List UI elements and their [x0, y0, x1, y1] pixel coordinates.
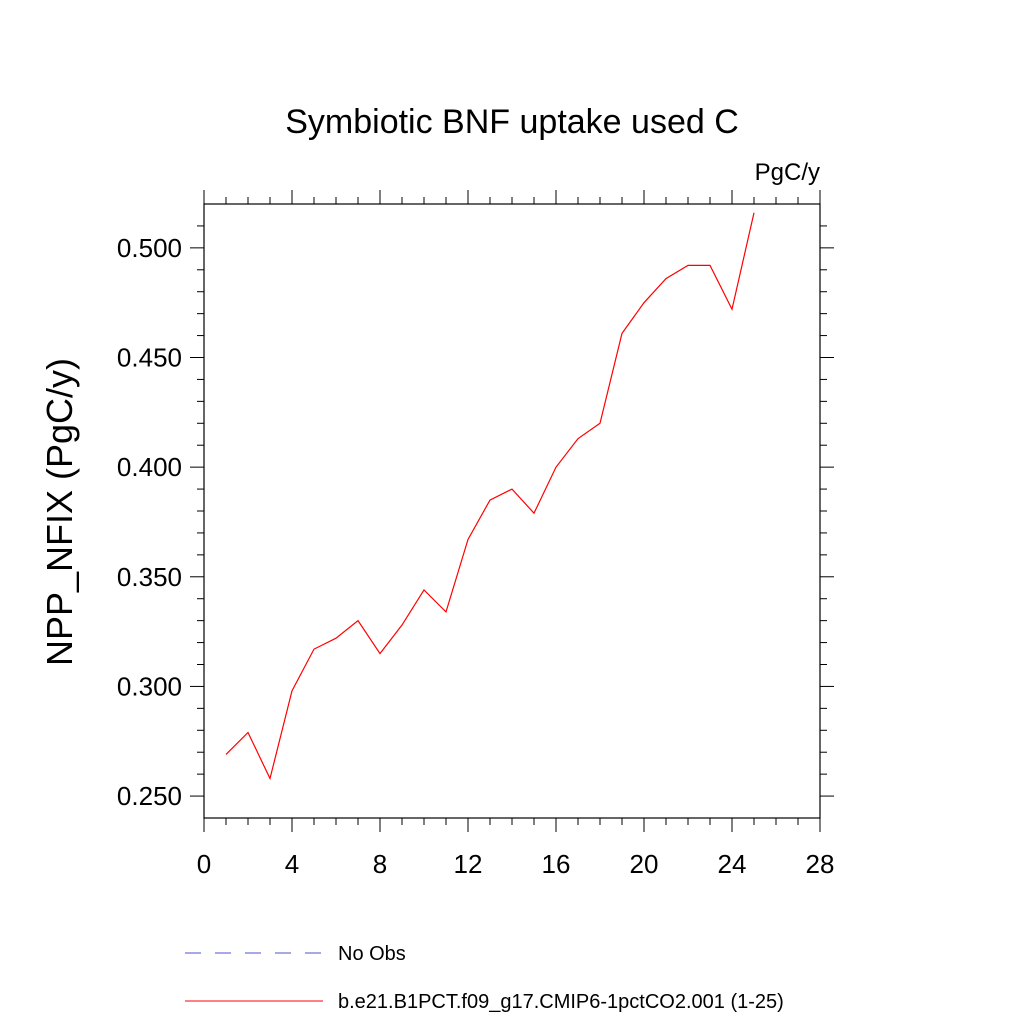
data-point — [378, 652, 382, 656]
units-label: PgC/y — [755, 159, 820, 186]
data-point — [290, 689, 294, 693]
x-tick-label: 4 — [285, 849, 299, 879]
x-tick-label: 0 — [197, 849, 211, 879]
data-point — [466, 538, 470, 542]
legend: No Obs b.e21.B1PCT.f09_g17.CMIP6-1pctCO2… — [185, 943, 784, 1013]
data-point — [268, 777, 272, 781]
data-point — [422, 588, 426, 592]
plot-frame — [203, 203, 821, 819]
x-tick-label: 12 — [454, 849, 483, 879]
data-point — [730, 307, 734, 311]
x-tick-label: 24 — [718, 849, 747, 879]
data-point — [334, 636, 338, 640]
y-tick-label: 0.450 — [117, 343, 182, 373]
data-point — [444, 610, 448, 614]
data-point — [686, 263, 690, 267]
data-point — [312, 647, 316, 651]
chart-title: Symbiotic BNF uptake used C — [285, 103, 739, 141]
x-tick-label: 28 — [806, 849, 835, 879]
y-tick-label: 0.250 — [117, 781, 182, 811]
x-tick-label: 20 — [630, 849, 659, 879]
y-axis-label: NPP_NFIX (PgC/y) — [39, 358, 80, 666]
series-line — [225, 212, 755, 781]
data-point — [488, 498, 492, 502]
y-tick-label: 0.500 — [117, 233, 182, 263]
axis-ticks — [190, 190, 834, 832]
x-tick-label: 16 — [542, 849, 571, 879]
series-layer — [224, 211, 756, 781]
data-point — [554, 465, 558, 469]
data-point — [708, 263, 712, 267]
data-point — [576, 437, 580, 441]
y-tick-label: 0.350 — [117, 562, 182, 592]
data-point — [224, 752, 228, 756]
data-point — [598, 421, 602, 425]
data-point — [532, 511, 536, 515]
data-point — [246, 730, 250, 734]
data-point — [400, 623, 404, 627]
data-point — [356, 619, 360, 623]
y-tick-label: 0.300 — [117, 671, 182, 701]
plot-border — [203, 203, 821, 819]
data-point — [510, 487, 514, 491]
data-point — [664, 277, 668, 281]
data-point — [752, 211, 756, 215]
data-point — [620, 331, 624, 335]
y-tick-label: 0.400 — [117, 452, 182, 482]
x-tick-label: 8 — [373, 849, 387, 879]
data-point — [642, 301, 646, 305]
legend-label-model: b.e21.B1PCT.f09_g17.CMIP6-1pctCO2.001 (1… — [338, 991, 784, 1013]
tick-labels: 0 4 8 12 16 20 24 28 0.250 0.300 0.350 0.400 0.450 0.… — [117, 233, 835, 879]
legend-label-no-obs: No Obs — [338, 943, 406, 965]
